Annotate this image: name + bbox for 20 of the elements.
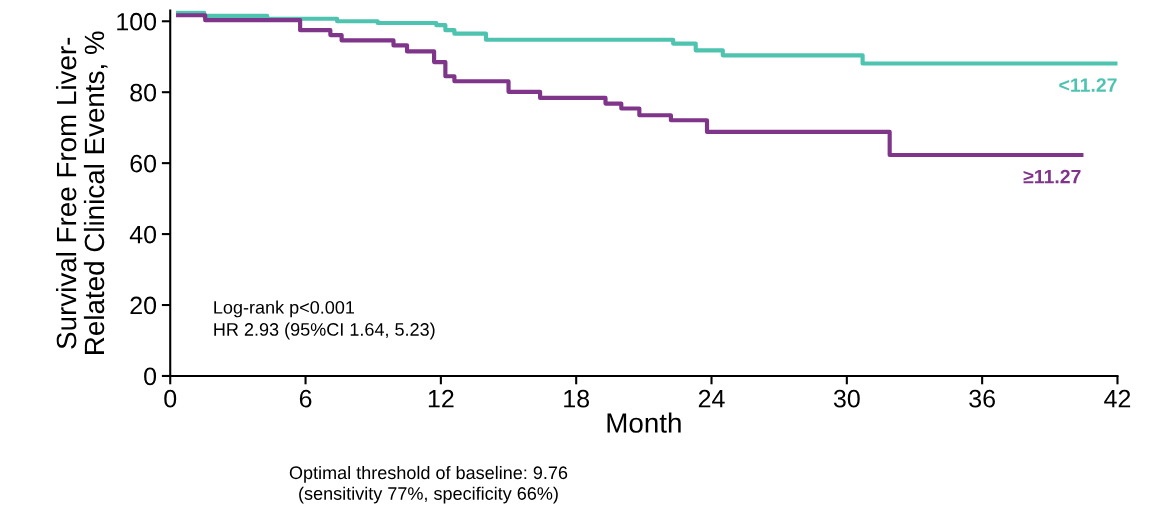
x-tick-label: 24 — [698, 389, 725, 408]
x-tick-label: 30 — [833, 389, 860, 408]
x-tick-label: 36 — [969, 389, 995, 408]
y-tick-label: 80 — [130, 83, 157, 102]
text: Optimal threshold of baseline: 9.76 (sensitivity 77%, specificity 66%) — [289, 465, 568, 504]
x-tick-label: 6 — [299, 389, 312, 408]
x-tick-label: 12 — [428, 389, 454, 408]
y-axis-title: Survival Free From Liver- Related Clinical Events, % — [55, 31, 108, 354]
y-tick-label: 20 — [130, 296, 157, 315]
series-label: <11.27 — [1059, 78, 1117, 92]
y-tick-label: 100 — [117, 12, 157, 31]
x-axis-title: Month — [607, 412, 681, 433]
x-tick-label: 0 — [164, 389, 177, 408]
x-tick-label: 42 — [1104, 389, 1131, 408]
y-tick-label: 40 — [129, 225, 157, 244]
y-tick-label: 60 — [130, 154, 157, 173]
series-label: ≥11.27 — [1023, 169, 1081, 184]
x-tick-label: 18 — [564, 389, 590, 408]
y-tick-label: 0 — [144, 367, 157, 386]
annotation: Log-rank p<0.001 HR 2.93 (95%CI 1.64, 5.23) — [214, 300, 435, 340]
